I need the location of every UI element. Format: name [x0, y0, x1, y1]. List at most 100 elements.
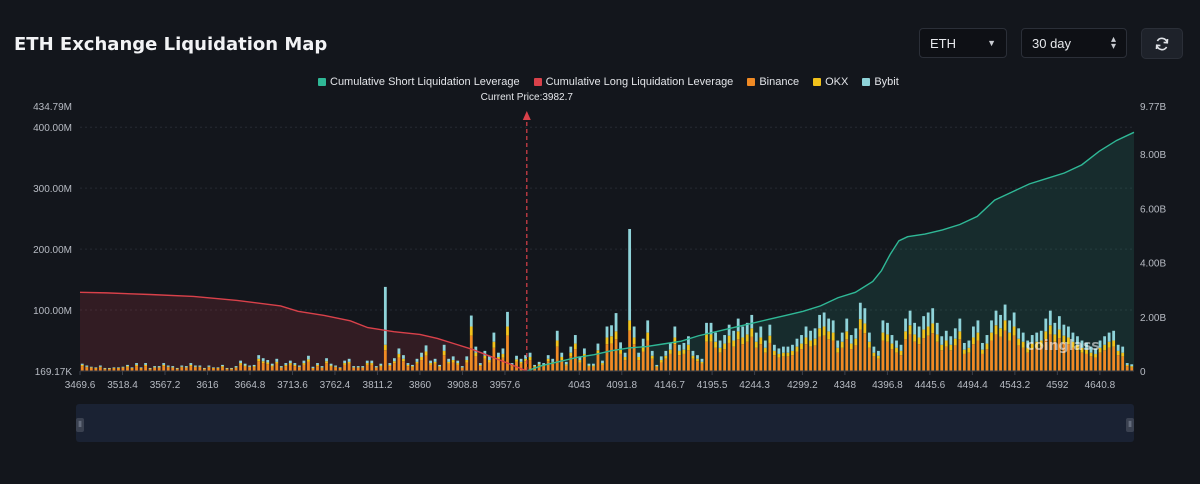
bar-binance-210: [1030, 349, 1034, 371]
range-select[interactable]: 30 day ▴ ▾: [1021, 28, 1127, 58]
bar-binance-166: [831, 340, 835, 371]
bar-okx-16: [153, 367, 157, 368]
bar-okx-132: [677, 350, 681, 356]
bar-bybit-134: [687, 336, 690, 345]
legend-item-bybit[interactable]: Bybit: [862, 76, 899, 88]
bar-binance-8: [117, 368, 120, 371]
bar-binance-63: [365, 364, 369, 371]
bar-binance-98: [524, 361, 527, 371]
legend-item-okx[interactable]: OKX: [813, 76, 848, 88]
bar-okx-141: [718, 347, 722, 353]
bar-bybit-50: [307, 355, 310, 360]
bar-binance-177: [881, 340, 885, 371]
zoom-handle-left[interactable]: ⦀: [76, 418, 84, 432]
bar-okx-184: [913, 334, 917, 342]
bar-bybit-135: [691, 350, 695, 356]
bar-okx-8: [117, 367, 120, 369]
bar-bybit-110: [578, 356, 582, 361]
bar-okx-44: [279, 367, 283, 368]
bar-bybit-188: [931, 308, 935, 324]
bar-bybit-198: [976, 320, 980, 333]
bar-bybit-64: [370, 360, 374, 364]
bar-okx-129: [664, 355, 668, 359]
bar-okx-139: [709, 334, 713, 342]
bar-binance-65: [374, 367, 378, 371]
bar-binance-20: [171, 367, 175, 371]
bar-binance-124: [641, 351, 645, 371]
bar-bybit-168: [840, 332, 844, 342]
bar-okx-157: [791, 350, 794, 356]
bar-bybit-232: [1130, 364, 1134, 367]
bar-okx-208: [1021, 341, 1025, 348]
bar-okx-34: [234, 367, 238, 368]
bar-bybit-23: [184, 366, 188, 368]
legend-item-short[interactable]: Cumulative Short Liquidation Leverage: [318, 76, 520, 88]
bar-bybit-138: [705, 322, 708, 335]
bar-bybit-27: [202, 367, 206, 369]
bar-bybit-54: [325, 358, 328, 362]
bar-binance-13: [139, 368, 143, 371]
bar-binance-172: [858, 329, 862, 371]
bar-okx-181: [899, 350, 903, 356]
bar-okx-231: [1125, 364, 1129, 367]
bar-bybit-103: [546, 355, 550, 359]
bar-binance-23: [184, 367, 188, 371]
bar-binance-167: [836, 352, 840, 371]
bar-binance-88: [478, 366, 482, 371]
legend-item-binance[interactable]: Binance: [747, 76, 799, 88]
bar-binance-75: [420, 360, 423, 371]
bar-binance-197: [972, 344, 975, 371]
bar-bybit-127: [655, 364, 659, 367]
bar-bybit-113: [592, 363, 595, 366]
bar-binance-207: [1017, 345, 1021, 371]
bar-bybit-43: [275, 358, 279, 362]
bar-okx-1: [85, 366, 89, 368]
bar-bybit-136: [696, 355, 699, 359]
bar-bybit-18: [162, 363, 166, 365]
bar-binance-149: [754, 347, 758, 371]
x-tick-label: 4640.8: [1085, 380, 1116, 391]
bar-binance-145: [736, 339, 740, 371]
bar-okx-32: [225, 368, 229, 370]
bar-binance-175: [872, 356, 876, 371]
bar-bybit-119: [619, 342, 622, 350]
bar-okx-217: [1062, 335, 1066, 343]
bar-okx-206: [1012, 326, 1016, 336]
bar-okx-112: [587, 365, 591, 367]
bar-binance-130: [668, 353, 672, 371]
bar-okx-110: [578, 360, 582, 363]
zoom-scrollbar[interactable]: ⦀ ⦀: [76, 404, 1134, 442]
legend-label-okx: OKX: [825, 76, 849, 88]
bar-bybit-122: [632, 326, 636, 338]
refresh-button[interactable]: [1141, 28, 1183, 59]
bar-okx-144: [732, 340, 736, 347]
bar-bybit-53: [320, 366, 324, 368]
bar-bybit-102: [542, 363, 546, 365]
x-tick-label: 3762.4: [320, 380, 351, 391]
bar-okx-37: [248, 366, 252, 368]
bar-okx-117: [610, 336, 613, 344]
bar-okx-145: [736, 331, 740, 340]
bar-bybit-210: [1030, 335, 1034, 344]
bar-bybit-132: [677, 344, 681, 351]
x-tick-label: 3860: [409, 380, 432, 391]
bar-binance-86: [469, 335, 473, 371]
bar-bybit-137: [700, 358, 704, 362]
legend-item-long[interactable]: Cumulative Long Liquidation Leverage: [533, 76, 733, 88]
bar-okx-159: [800, 343, 803, 350]
zoom-handle-right[interactable]: ⦀: [1126, 418, 1134, 432]
bar-binance-100: [533, 367, 537, 371]
bar-binance-122: [632, 344, 636, 371]
bar-okx-82: [451, 360, 455, 363]
asset-select[interactable]: ETH ▼: [919, 28, 1007, 58]
bar-bybit-195: [962, 342, 966, 350]
bar-binance-159: [800, 349, 803, 371]
bar-binance-40: [261, 363, 265, 371]
bar-okx-87: [474, 352, 478, 357]
bar-bybit-224: [1094, 348, 1097, 354]
bar-bybit-14: [144, 363, 147, 365]
bar-okx-13: [139, 367, 143, 369]
y-left-tick-label: 100.00M: [33, 306, 72, 317]
bar-okx-175: [872, 352, 876, 357]
bar-binance-138: [705, 341, 708, 371]
